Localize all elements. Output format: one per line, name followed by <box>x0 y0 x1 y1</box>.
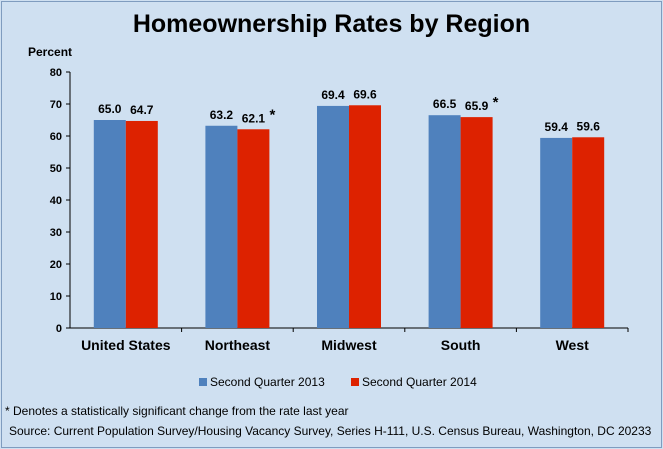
y-tick-label: 60 <box>50 131 62 143</box>
bar <box>428 115 461 328</box>
y-tick-label: 70 <box>50 99 62 111</box>
data-label: 59.6 <box>577 119 601 133</box>
bar <box>125 120 158 329</box>
y-tick-label: 30 <box>50 227 62 239</box>
bar <box>237 129 270 328</box>
significance-marker: * <box>493 94 499 111</box>
data-label: 64.7 <box>130 103 154 117</box>
x-tick-label: United States <box>81 337 171 353</box>
significance-marker: * <box>269 106 275 123</box>
bar <box>205 125 238 328</box>
y-tick-label: 80 <box>50 67 62 79</box>
bar <box>540 137 573 328</box>
legend-label: Second Quarter 2014 <box>362 375 477 389</box>
bar <box>317 105 349 328</box>
y-tick-label: 40 <box>50 195 62 207</box>
legend-label: Second Quarter 2013 <box>210 375 325 389</box>
source-note: Source: Current Population Survey/Housin… <box>9 424 652 438</box>
x-tick-label: Northeast <box>205 337 271 353</box>
bar <box>93 120 126 328</box>
y-tick-label: 20 <box>50 259 62 271</box>
y-tick-label: 10 <box>50 291 62 303</box>
x-tick-label: Midwest <box>321 337 377 353</box>
data-label: 63.2 <box>210 108 234 122</box>
bar <box>349 105 381 328</box>
legend-swatch <box>199 378 207 386</box>
y-axis-label: Percent <box>28 45 73 59</box>
y-tick-label: 50 <box>50 163 62 175</box>
chart-title: Homeownership Rates by Region <box>132 10 531 38</box>
y-tick-label: 0 <box>56 323 62 335</box>
x-tick-label: South <box>441 337 481 353</box>
x-tick-label: West <box>556 337 590 353</box>
data-label: 59.4 <box>545 120 569 134</box>
data-label: 69.6 <box>353 87 377 101</box>
legend-swatch <box>351 378 359 386</box>
bar <box>572 137 605 328</box>
data-label: 65.9 <box>465 99 489 113</box>
data-label: 65.0 <box>98 102 122 116</box>
data-label: 62.1 <box>242 111 266 125</box>
footnote: * Denotes a statistically significant ch… <box>5 404 349 418</box>
bar <box>460 117 493 329</box>
data-label: 69.4 <box>321 88 345 102</box>
data-label: 66.5 <box>433 97 457 111</box>
